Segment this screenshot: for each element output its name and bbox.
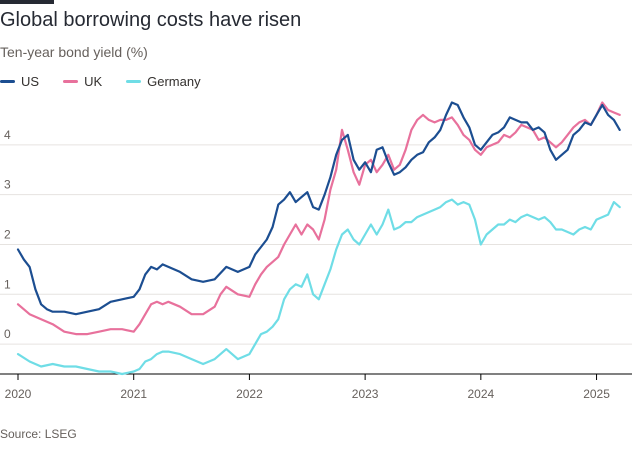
chart-legend: US UK Germany: [0, 72, 225, 90]
y-tick-label-2: 2: [4, 227, 11, 241]
x-tick-label-2022: 2022: [236, 387, 263, 401]
legend-swatch-uk: [63, 79, 79, 83]
chart-subtitle: Ten-year bond yield (%): [0, 44, 148, 60]
x-tick-label-2021: 2021: [120, 387, 147, 401]
legend-swatch-us: [0, 79, 15, 83]
chart-title: Global borrowing costs have risen: [0, 9, 302, 31]
legend-item-us: US: [0, 74, 39, 89]
y-tick-label-1: 1: [4, 277, 11, 291]
y-tick-label-0: 0: [4, 327, 11, 341]
y-tick-label-3: 3: [4, 178, 11, 192]
legend-swatch-germany: [126, 79, 142, 83]
series-line-germany: [16, 198, 621, 376]
x-tick-label-2025: 2025: [583, 387, 610, 401]
series-line-us: [16, 101, 621, 316]
x-tick-label-2020: 2020: [5, 387, 32, 401]
series-line-uk: [16, 101, 621, 336]
brand-top-bar: [0, 0, 54, 4]
legend-label-germany: Germany: [147, 73, 201, 89]
source-note: Source: LSEG: [0, 427, 77, 441]
y-tick-label-4: 4: [4, 128, 11, 142]
legend-label-us: US: [21, 73, 40, 89]
x-tick-label-2024: 2024: [467, 387, 494, 401]
legend-item-uk: UK: [63, 74, 102, 89]
legend-label-uk: UK: [84, 73, 103, 89]
legend-item-germany: Germany: [126, 73, 201, 89]
x-tick-label-2023: 2023: [352, 387, 379, 401]
